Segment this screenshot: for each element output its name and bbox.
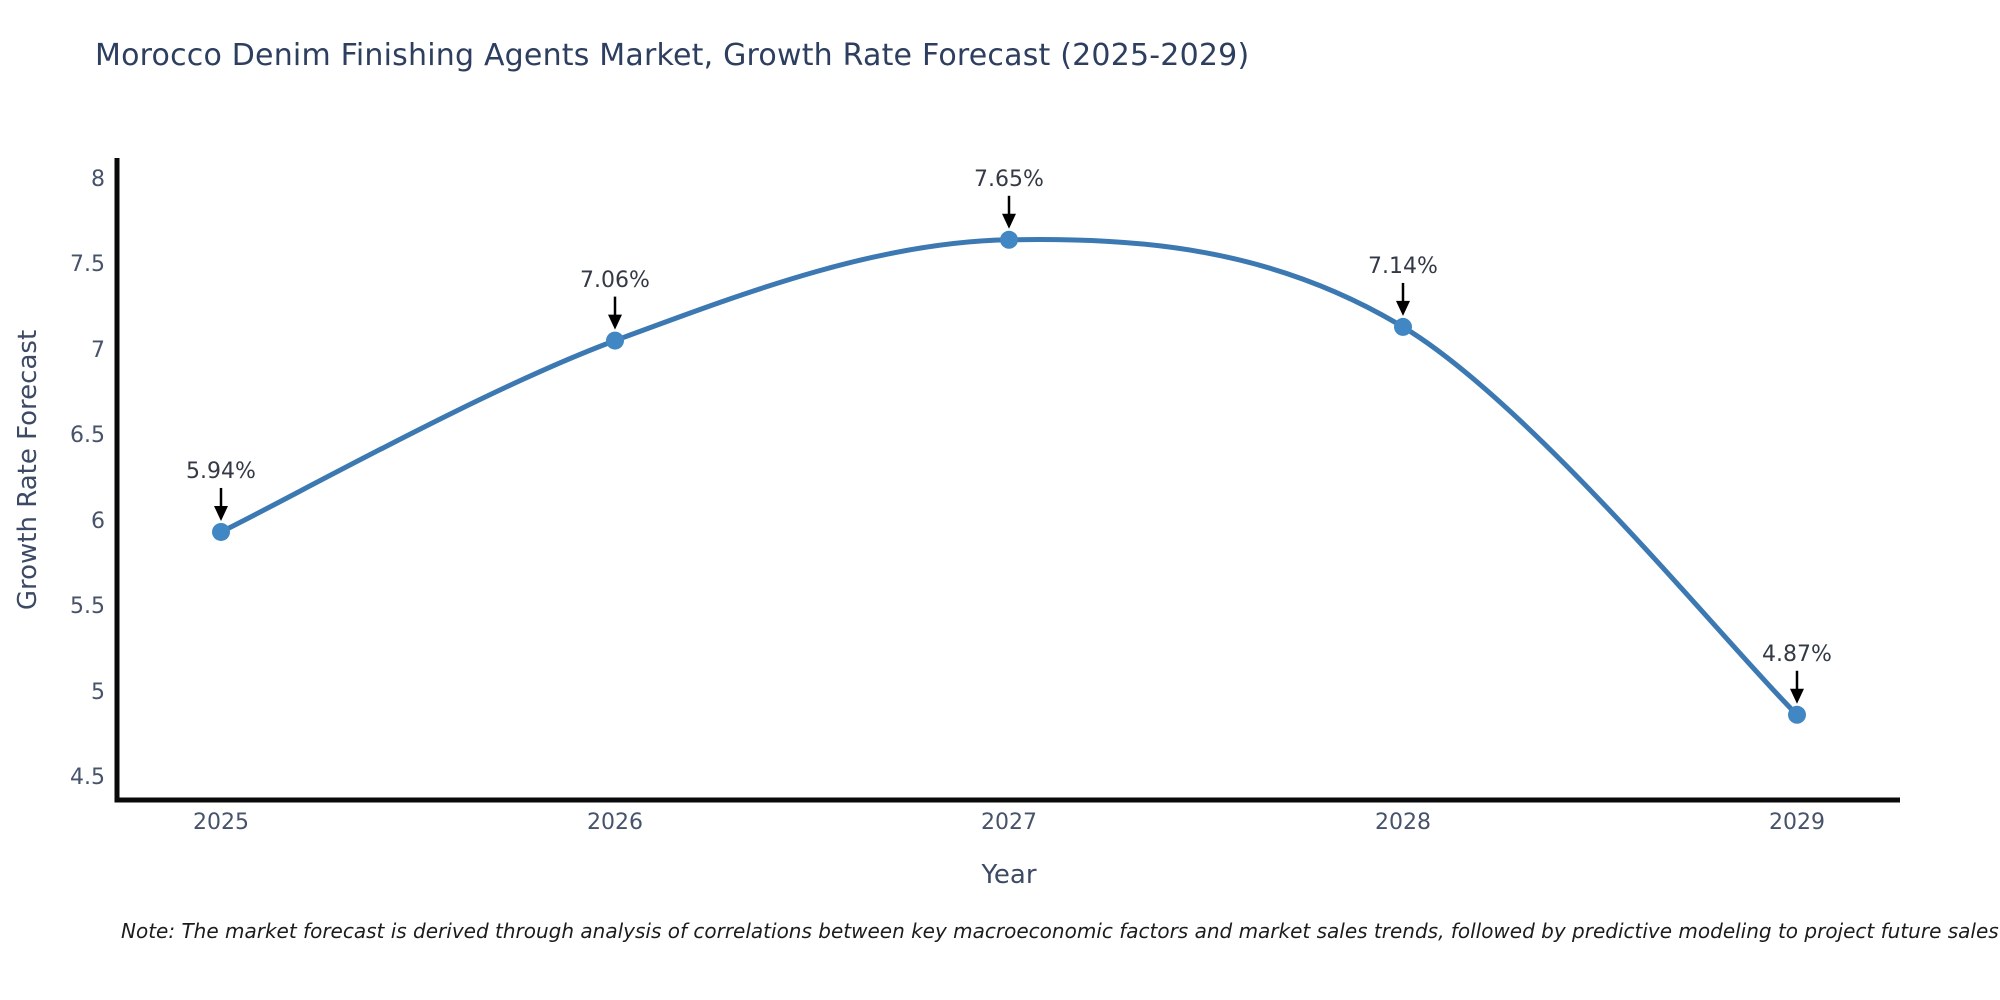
annotation-arrow-head [1002,213,1016,229]
y-tick-label-7: 7 [91,337,105,363]
y-tick-label-4.5: 4.5 [70,765,105,790]
y-tick-label-8: 8 [91,167,105,192]
x-tick-label-2026: 2026 [587,810,643,835]
data-point-2025 [212,522,230,541]
point-label-2029: 4.87% [1762,641,1832,667]
x-tick-label-2029: 2029 [1769,810,1825,835]
data-point-2028 [1394,317,1412,336]
point-label-2028: 7.14% [1368,253,1438,279]
y-tick-label-7.5: 7.5 [70,252,105,278]
y-tick-label-5.5: 5.5 [70,594,105,620]
point-label-2025: 5.94% [186,458,256,484]
data-point-2026 [606,331,624,350]
x-tick-label-2028: 2028 [1375,810,1431,835]
x-tick-label-2027: 2027 [981,810,1037,835]
y-tick-label-6: 6 [91,508,105,534]
footnote: Note: The market forecast is derived thr… [121,919,1999,943]
x-tick-label-2025: 2025 [193,810,249,835]
y-tick-label-5: 5 [91,679,105,705]
forecast-line [219,237,1799,717]
annotation-arrow-head [1396,300,1410,316]
annotation-arrow-head [608,314,622,330]
annotation-arrow-head [214,505,228,521]
x-axis-title: Year [981,860,1037,890]
chart-title: Morocco Denim Finishing Agents Market, G… [95,38,1250,73]
point-label-2027: 7.65% [974,166,1044,192]
point-label-2026: 7.06% [580,267,650,293]
annotation-arrow-head [1790,688,1804,704]
y-tick-label-6.5: 6.5 [70,423,105,449]
data-point-2029 [1788,705,1806,724]
data-point-2027 [1000,230,1018,249]
